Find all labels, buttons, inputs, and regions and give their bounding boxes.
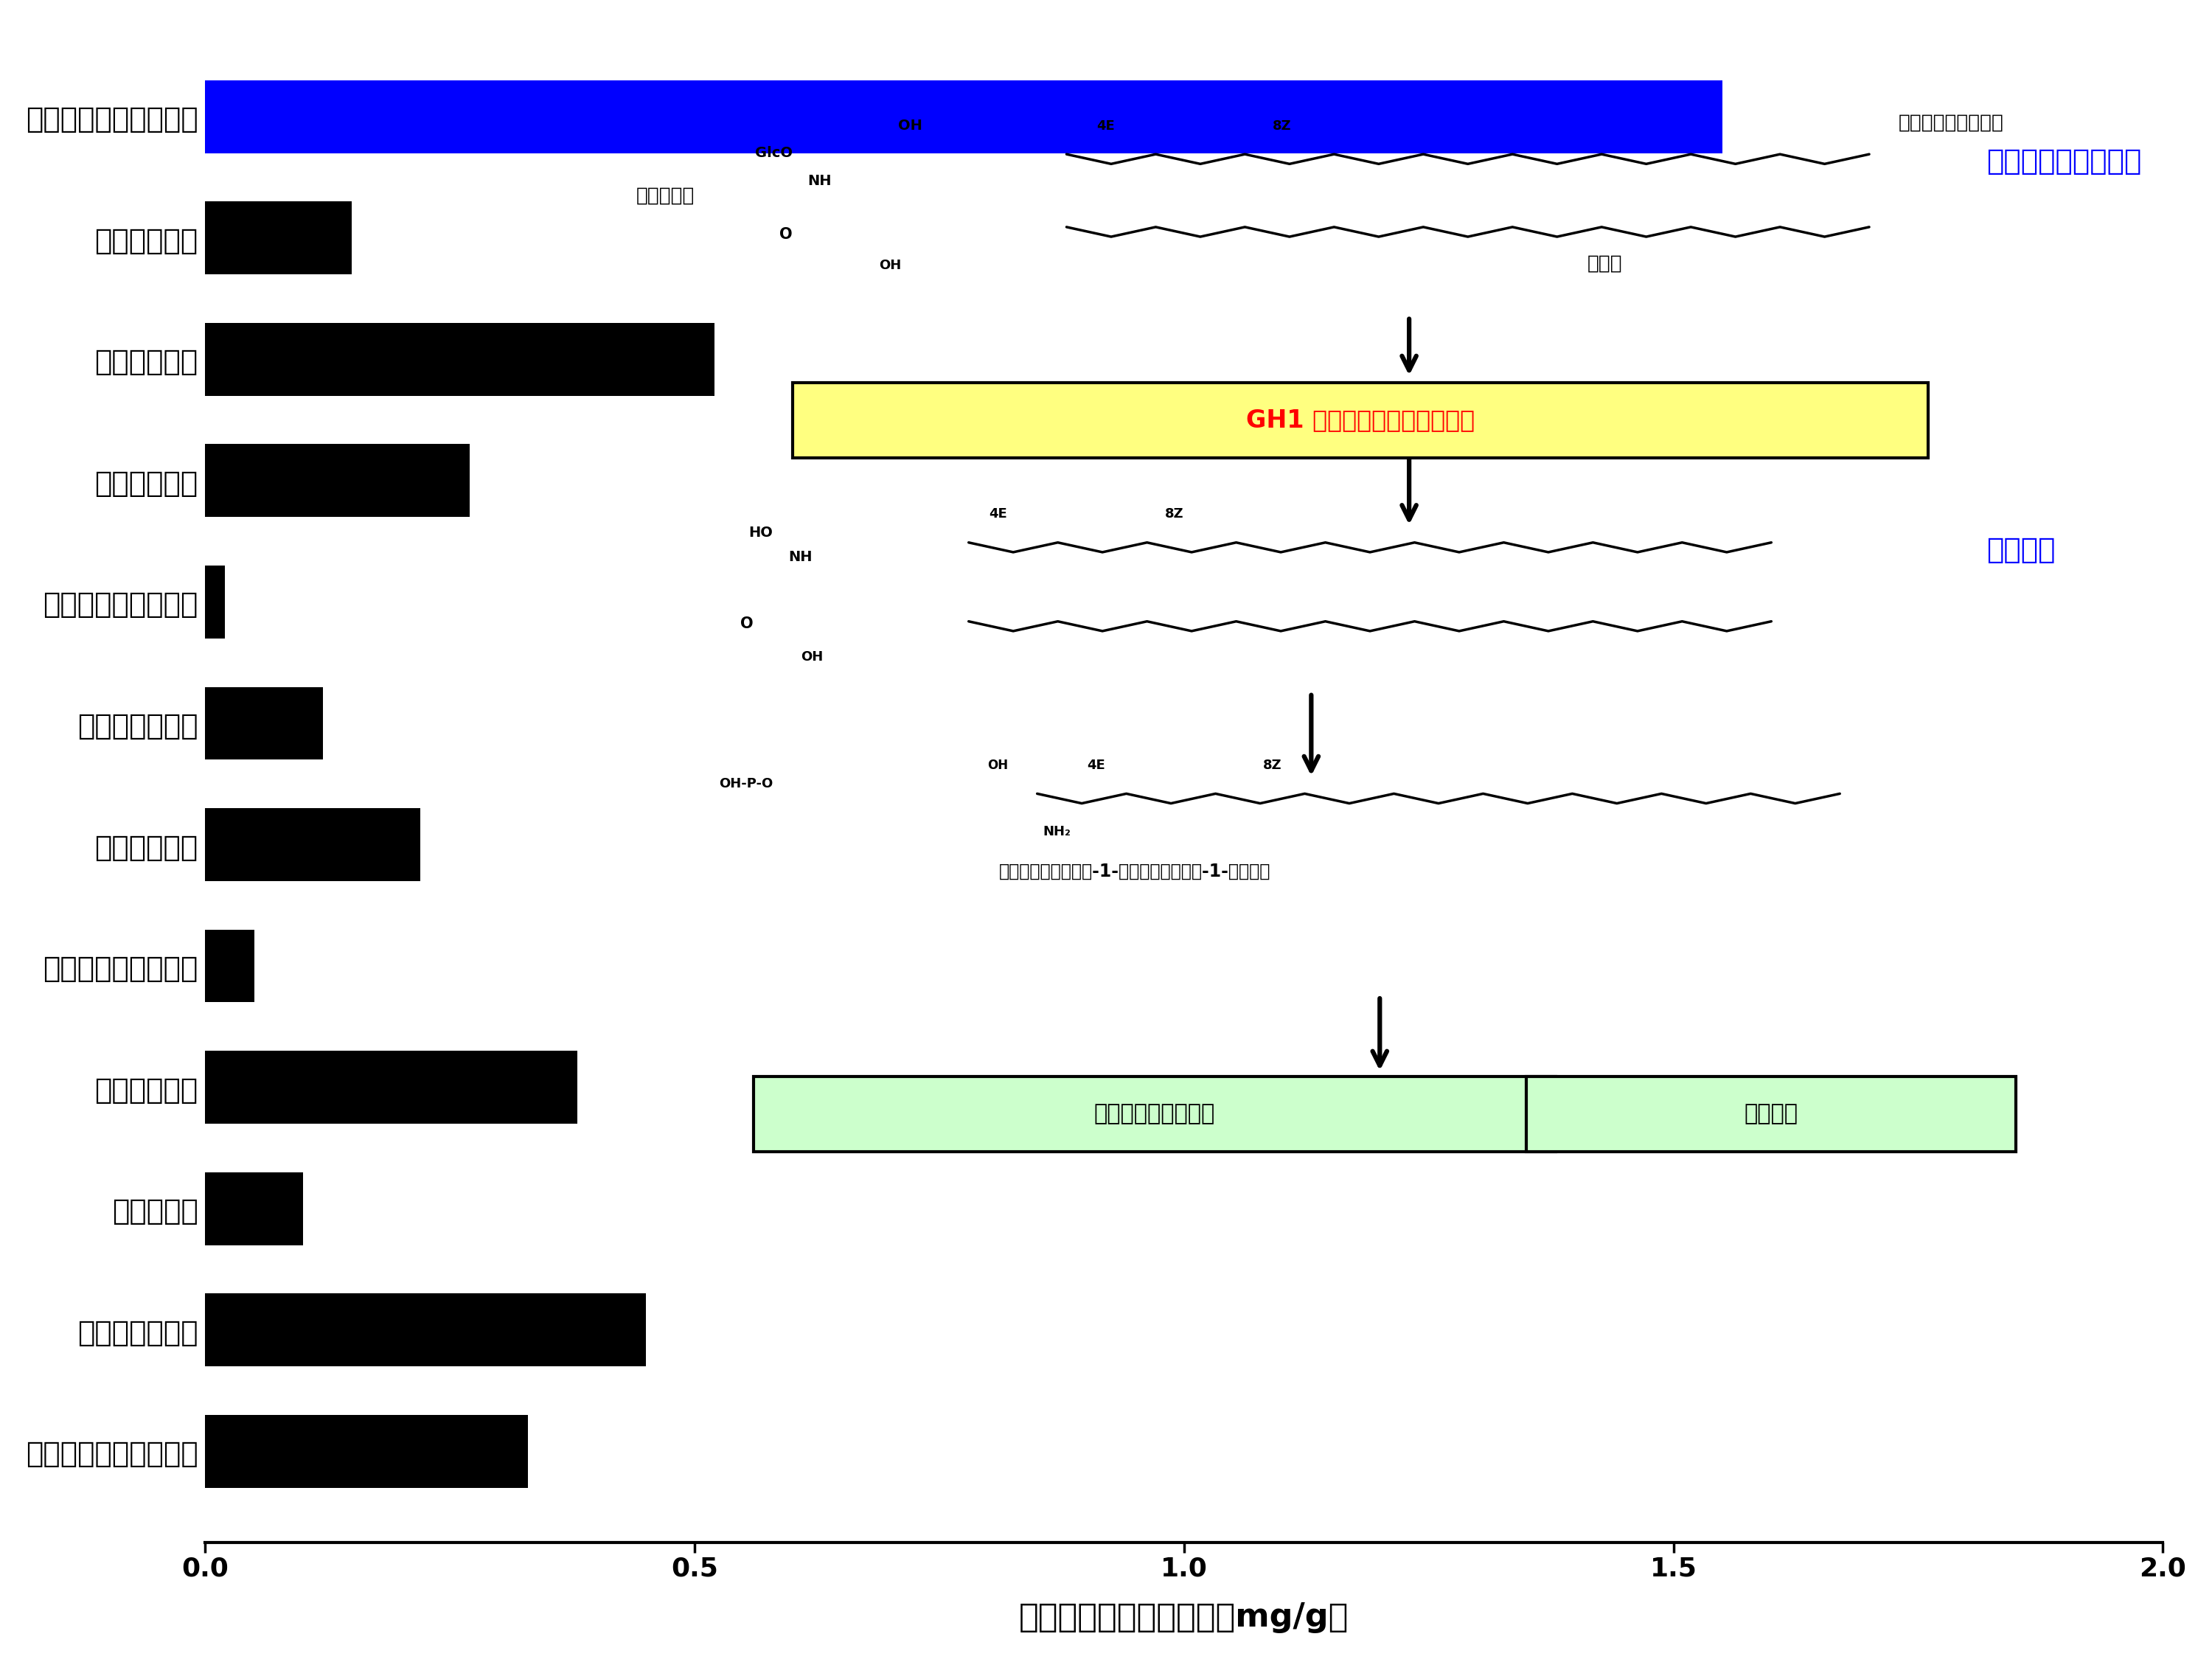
Bar (206, 566, 226, 639)
Text: NH₂: NH₂ (1042, 825, 1071, 838)
Bar (206, 687, 323, 760)
Bar (206, 1050, 577, 1123)
Text: 4E: 4E (1086, 758, 1106, 771)
Bar (206, 1173, 303, 1244)
Bar (206, 201, 352, 274)
Text: 8Z: 8Z (1263, 758, 1281, 771)
Text: OH-P-O: OH-P-O (719, 778, 772, 791)
Text: OH: OH (801, 650, 823, 664)
Text: OH: OH (987, 758, 1009, 771)
Text: 4E: 4E (1097, 119, 1115, 133)
Bar (206, 445, 469, 518)
Text: OH: OH (878, 259, 902, 272)
Bar (206, 808, 420, 881)
Text: 葉における気孔閉鎖: 葉における気孔閉鎖 (1095, 1103, 1214, 1125)
Text: グルコシルセラミド: グルコシルセラミド (1986, 148, 2141, 176)
Text: O: O (779, 227, 792, 242)
Text: HO: HO (748, 526, 772, 539)
Text: 举燥耐性: 举燥耐性 (1745, 1103, 1798, 1125)
Text: グルコース: グルコース (637, 186, 695, 206)
Bar (206, 1415, 529, 1488)
Bar (206, 929, 254, 1002)
FancyBboxPatch shape (792, 382, 1929, 458)
Text: セラミド: セラミド (1986, 536, 2055, 564)
Bar (206, 1294, 646, 1367)
Text: 8Z: 8Z (1166, 508, 1183, 521)
Text: OH: OH (898, 118, 922, 133)
Text: NH: NH (807, 174, 832, 187)
Text: スフィンガジエニン-1-リン酸（長鎖塩基-1-リン酸）: スフィンガジエニン-1-リン酸（長鎖塩基-1-リン酸） (1000, 863, 1272, 881)
Text: 脂肪酸: 脂肪酸 (1588, 254, 1621, 272)
Text: スフィンガジエニン: スフィンガジエニン (1898, 113, 2004, 133)
X-axis label: 植物セラミドの含有量（mg/g）: 植物セラミドの含有量（mg/g） (1020, 1601, 1349, 1634)
Text: 8Z: 8Z (1272, 119, 1292, 133)
Text: NH: NH (787, 551, 812, 564)
Text: GH1 グルコセレブロシダーゼ: GH1 グルコセレブロシダーゼ (1245, 408, 1475, 431)
Text: GlcO: GlcO (754, 146, 792, 159)
Text: 4E: 4E (989, 508, 1006, 521)
Text: O: O (741, 617, 754, 630)
Bar (206, 324, 714, 397)
FancyBboxPatch shape (1526, 1077, 2015, 1151)
FancyBboxPatch shape (754, 1077, 1555, 1151)
Bar (206, 80, 1723, 153)
